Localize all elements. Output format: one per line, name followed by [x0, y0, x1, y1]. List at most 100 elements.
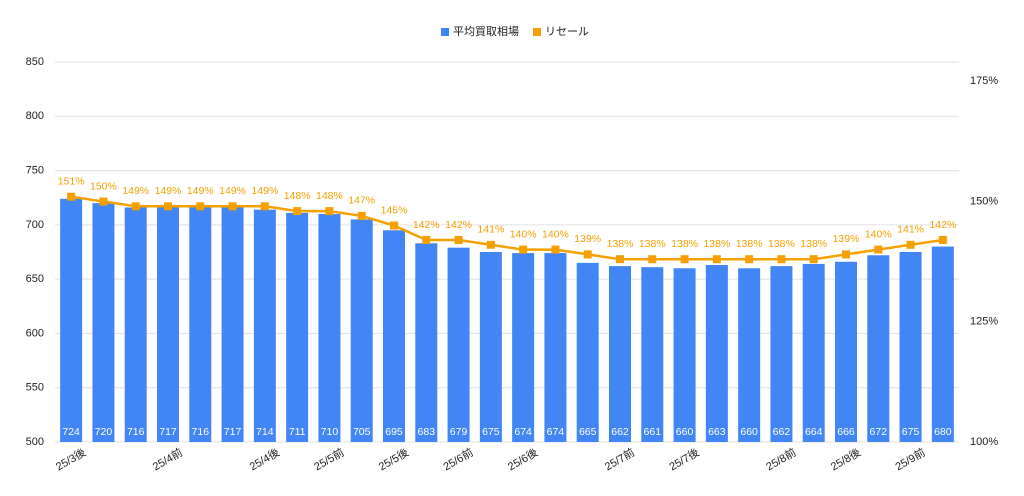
line-value-label: 151%: [58, 175, 85, 187]
bar: [447, 247, 470, 442]
bar: [899, 252, 922, 442]
line-marker: [906, 240, 915, 249]
line-value-label: 147%: [348, 195, 375, 207]
bar-value-label: 674: [547, 426, 565, 438]
line-marker: [519, 245, 528, 254]
y-tick-label: 700: [26, 219, 44, 231]
bar: [705, 265, 728, 442]
line-marker: [196, 202, 205, 211]
bar-value-label: 663: [708, 426, 726, 438]
line-value-label: 145%: [381, 204, 408, 216]
bar: [770, 266, 793, 442]
bar-value-label: 660: [740, 426, 758, 438]
line-marker: [357, 211, 366, 220]
bar: [157, 206, 179, 442]
line-marker: [67, 192, 76, 201]
bar-value-label: 714: [256, 426, 274, 438]
line-value-label: 149%: [155, 185, 182, 197]
legend-label: 平均買取相場: [453, 25, 519, 38]
y2-tick-label: 125%: [970, 316, 998, 328]
line-value-label: 138%: [639, 238, 666, 250]
bar: [415, 243, 438, 442]
bar-value-label: 675: [902, 426, 920, 438]
bar: [738, 268, 761, 442]
line-value-label: 138%: [800, 238, 827, 250]
x-tick-label: 25/4前: [150, 445, 185, 473]
line-marker: [745, 255, 754, 264]
line-value-label: 149%: [219, 185, 246, 197]
bar: [318, 214, 341, 442]
bar: [931, 246, 954, 442]
bar: [802, 263, 825, 442]
line-marker: [390, 221, 398, 230]
bar-value-label: 724: [62, 426, 80, 438]
bar-value-label: 665: [579, 426, 597, 438]
x-tick-label: 25/4後: [247, 445, 282, 473]
bar: [60, 198, 83, 442]
y-tick-label: 650: [26, 273, 44, 285]
x-tick-label: 25/9前: [892, 445, 927, 473]
legend-swatch: [441, 28, 449, 36]
line-marker: [551, 245, 560, 254]
x-tick-label: 25/5前: [311, 445, 346, 473]
line-value-label: 149%: [251, 185, 278, 197]
line-marker: [454, 235, 463, 244]
bar: [253, 209, 276, 442]
bar-value-label: 672: [870, 426, 888, 438]
line-value-label: 139%: [574, 233, 601, 245]
line-marker: [777, 255, 786, 264]
line-marker: [293, 207, 302, 216]
line-value-label: 141%: [477, 224, 504, 236]
x-tick-label: 25/7後: [666, 445, 701, 473]
x-tick-label: 25/8前: [763, 445, 798, 473]
line: [70, 195, 944, 261]
line-value-label: 142%: [929, 219, 956, 231]
x-tick-label: 25/6前: [440, 445, 475, 473]
bar-value-label: 661: [644, 426, 662, 438]
bar: [124, 207, 147, 442]
line-value-label: 140%: [542, 228, 569, 240]
bar: [835, 261, 857, 442]
x-tick-label: 25/7前: [602, 445, 637, 473]
bar: [383, 230, 405, 442]
y-tick-label: 850: [26, 56, 44, 68]
line-marker: [422, 235, 431, 244]
line-value-label: 141%: [897, 224, 924, 236]
bar-value-label: 683: [418, 426, 436, 438]
line-marker: [809, 255, 818, 264]
bar-value-label: 717: [224, 426, 242, 438]
line-marker: [680, 255, 689, 264]
bar: [544, 253, 567, 442]
line-value-label: 138%: [768, 238, 795, 250]
x-tick-label: 25/8後: [828, 445, 863, 473]
line-value-label: 138%: [703, 238, 730, 250]
y2-tick-label: 150%: [970, 195, 998, 207]
bar: [576, 262, 599, 442]
bar: [512, 253, 535, 442]
bar-value-label: 660: [676, 426, 694, 438]
bar: [350, 219, 373, 442]
legend-label: リセール: [545, 25, 589, 38]
line-value-label: 148%: [284, 190, 311, 202]
line-marker: [583, 250, 592, 259]
legend-swatch: [533, 28, 541, 36]
line-marker: [260, 202, 269, 211]
line-marker: [131, 202, 140, 211]
bar: [867, 255, 890, 442]
y2-tick-label: 175%: [970, 75, 998, 87]
line-marker: [616, 255, 624, 264]
line-value-label: 149%: [187, 185, 214, 197]
line-marker: [164, 202, 172, 211]
bar-value-label: 680: [934, 426, 952, 438]
bar: [92, 203, 115, 442]
bar-value-label: 716: [127, 426, 145, 438]
line-marker: [228, 202, 237, 211]
bar-value-label: 710: [321, 426, 339, 438]
y-tick-label: 800: [26, 110, 44, 122]
line-value-label: 148%: [316, 190, 343, 202]
y-tick-label: 550: [26, 382, 44, 394]
bar-value-label: 720: [95, 426, 113, 438]
line-value-label: 140%: [865, 228, 892, 240]
line-marker: [938, 235, 947, 244]
